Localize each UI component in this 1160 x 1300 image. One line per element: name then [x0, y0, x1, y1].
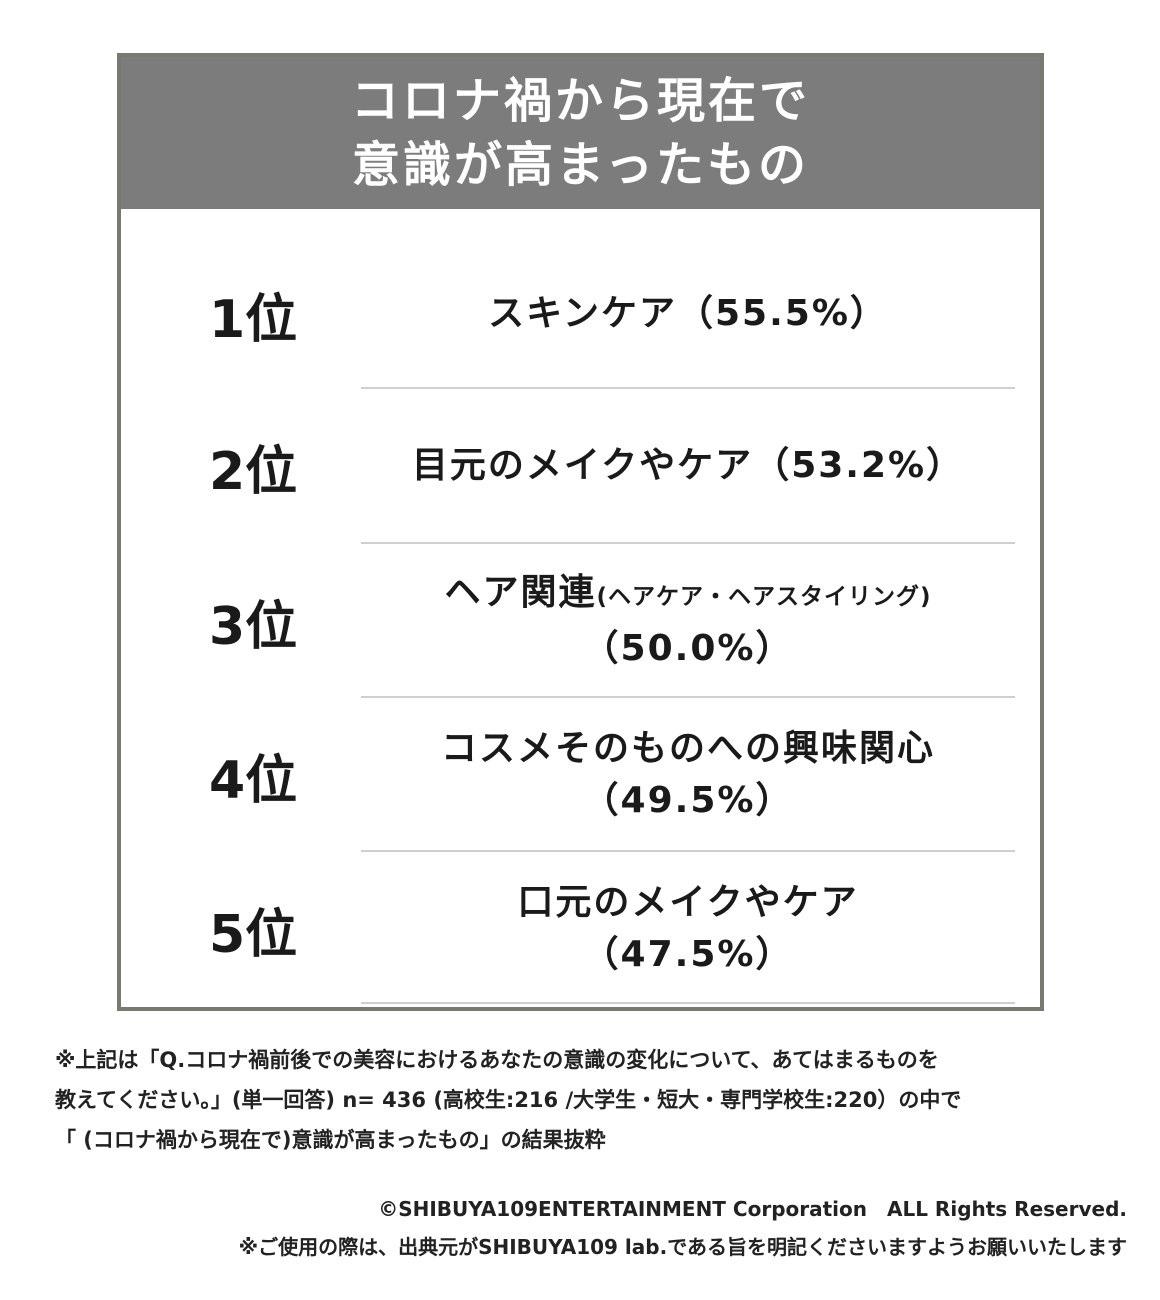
item-block: 目元のメイクやケア（53.2%） — [361, 389, 1015, 543]
footnote-line-2: 教えてください。」(単一回答) n= 436 (高校生:216 /大学生・短大・… — [55, 1088, 962, 1112]
item-line: コスメそのものへの興味関心 — [441, 723, 935, 775]
rank-row-2: 2位 目元のメイクやケア（53.2%） — [121, 389, 1040, 543]
footnote-line-3: 「 (コロナ禍から現在で)意識が高まったもの」の結果抜粋 — [55, 1128, 606, 1152]
item-value-line: （49.5%） — [583, 775, 794, 827]
usage-note: ※ご使用の際は、出典元がSHIBUYA109 lab.である旨を明記くださいます… — [238, 1235, 1127, 1259]
item-block: スキンケア（55.5%） — [361, 237, 1015, 391]
item-value: （53.2%） — [753, 445, 965, 486]
item-name: 目元のメイクやケア — [411, 445, 754, 486]
item-line: 目元のメイクやケア（53.2%） — [412, 440, 964, 492]
row-divider — [361, 850, 1015, 852]
copyright-line-1: ©SHIBUYA109ENTERTAINMENT Corporation ALL… — [378, 1197, 1127, 1221]
item-name: ヘア関連 — [444, 572, 597, 613]
row-divider — [361, 696, 1015, 698]
item-value-line: （47.5%） — [583, 929, 794, 981]
rank-row-4: 4位 コスメそのものへの興味関心 （49.5%） — [121, 698, 1040, 852]
rank-label: 4位 — [209, 750, 298, 811]
item-value-line: （50.0%） — [583, 623, 794, 675]
item-value: （55.5%） — [677, 293, 888, 334]
footnote: ※上記は「Q.コロナ禍前後での美容におけるあなたの意識の変化について、あてはまる… — [55, 1040, 1135, 1160]
rank-label: 5位 — [209, 904, 298, 965]
rank-label: 3位 — [209, 596, 298, 657]
item-line: ヘア関連(ヘアケア・ヘアスタイリング) — [444, 567, 931, 623]
title-line-1: コロナ禍から現在で — [350, 73, 810, 129]
row-divider — [361, 1002, 1015, 1004]
card-header: コロナ禍から現在で 意識が高まったもの — [121, 57, 1040, 209]
rank-row-1: 1位 スキンケア（55.5%） — [121, 237, 1040, 391]
item-name: スキンケア — [488, 293, 677, 334]
item-value: （49.5%） — [582, 780, 794, 821]
rank-row-3: 3位 ヘア関連(ヘアケア・ヘアスタイリング) （50.0%） — [121, 544, 1040, 698]
item-value: （50.0%） — [582, 628, 794, 669]
item-line: スキンケア（55.5%） — [488, 288, 888, 340]
item-block: 口元のメイクやケア （47.5%） — [361, 852, 1015, 1006]
item-block: ヘア関連(ヘアケア・ヘアスタイリング) （50.0%） — [361, 544, 1015, 698]
item-value: （47.5%） — [582, 934, 794, 975]
title-line-2: 意識が高まったもの — [351, 137, 810, 193]
item-subtitle: (ヘアケア・ヘアスタイリング) — [596, 584, 932, 610]
ranking-card: コロナ禍から現在で 意識が高まったもの 1位 スキンケア（55.5%） 2位 目… — [117, 53, 1044, 1011]
item-name: コスメそのものへの興味関心 — [440, 728, 935, 769]
copyright: ©SHIBUYA109ENTERTAINMENT Corporation ALL… — [239, 1190, 1127, 1266]
item-block: コスメそのものへの興味関心 （49.5%） — [361, 698, 1015, 852]
row-divider — [361, 542, 1015, 544]
item-line: 口元のメイクやケア — [517, 877, 858, 929]
rank-row-5: 5位 口元のメイクやケア （47.5%） — [121, 852, 1040, 1006]
row-divider — [361, 387, 1015, 389]
rank-label: 2位 — [209, 441, 298, 502]
item-name: 口元のメイクやケア — [517, 882, 859, 923]
footnote-line-1: ※上記は「Q.コロナ禍前後での美容におけるあなたの意識の変化について、あてはまる… — [55, 1048, 939, 1072]
rank-label: 1位 — [209, 289, 298, 350]
